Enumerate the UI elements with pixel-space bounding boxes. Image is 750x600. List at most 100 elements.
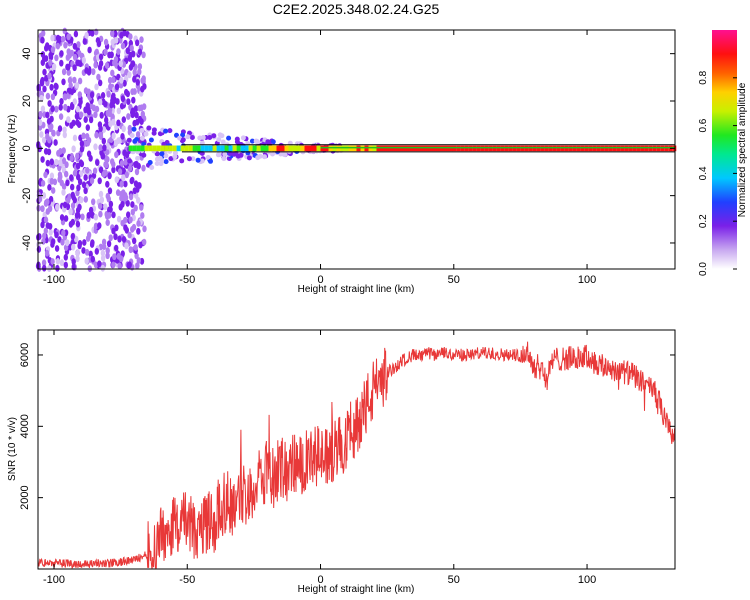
spectrogram-cell <box>130 60 135 68</box>
spectrogram-cell <box>108 200 114 208</box>
spectrogram-cell <box>135 79 140 86</box>
colorbar-gradient <box>712 30 737 269</box>
spectrogram-cell <box>163 159 169 165</box>
spectrogram-cell <box>124 226 129 234</box>
spectrogram-cell <box>107 187 113 195</box>
spectrogram-cell <box>59 259 65 267</box>
spectrogram-cell <box>40 76 45 84</box>
spectrogram-cell <box>151 127 157 133</box>
spectrogram-cell <box>63 261 68 269</box>
spectrogram-cell <box>185 134 191 140</box>
spectrogram-cell <box>50 258 55 265</box>
spectrogram-cell <box>176 145 181 152</box>
spectrogram-cell <box>190 156 196 162</box>
spectrogram-cell <box>85 105 91 113</box>
snr-plot-area <box>38 330 675 569</box>
spectrogram-cell <box>92 167 98 175</box>
spectrogram-cell <box>141 51 146 59</box>
spectrogram-cell <box>116 119 121 127</box>
spectrogram-cell <box>55 258 61 265</box>
spectrogram-cell <box>284 145 289 152</box>
snr-frame <box>37 329 676 570</box>
spectrogram-cell <box>44 44 49 52</box>
spectrogram-cell <box>113 30 118 38</box>
spectrogram-cell <box>104 161 109 169</box>
spectrogram-cell <box>36 83 41 91</box>
spectrogram-cell <box>116 73 121 81</box>
spectrogram-cell <box>133 204 138 212</box>
spectrogram-cell <box>236 145 241 152</box>
spectrogram-cell <box>128 33 133 40</box>
spectrogram-cell <box>128 145 133 152</box>
spectrogram-cell <box>54 245 60 252</box>
spectrogram-cell <box>137 48 143 56</box>
spectrogram-cell <box>147 160 153 165</box>
x-tick-label: 50 <box>448 274 460 286</box>
spectrogram-cell <box>83 116 88 123</box>
spectrogram-cell <box>72 98 78 105</box>
spectrogram-cell <box>132 68 137 76</box>
spectrogram-cell <box>79 160 85 168</box>
spectrogram-cell <box>154 151 160 157</box>
spectrogram-cell <box>205 155 211 160</box>
spectrogram-cell <box>72 196 78 204</box>
spectrogram-cell <box>86 150 92 158</box>
spectrogram-cell <box>89 91 95 99</box>
spectrogram-cell <box>137 104 142 112</box>
spectrogram-cell <box>119 31 124 39</box>
spectrogram-cell <box>49 115 54 123</box>
spectrogram-cell <box>123 180 128 188</box>
spectrogram-cell <box>103 48 108 56</box>
spectrogram-cell <box>256 145 261 152</box>
spectrogram-cell <box>67 76 73 84</box>
spectrogram-cell <box>146 125 152 131</box>
spectrogram-cell <box>100 264 106 272</box>
spectrogram-cell <box>104 62 110 69</box>
spectrogram-cell <box>111 261 116 269</box>
spectrogram-cell <box>93 261 99 269</box>
spectrogram-cell <box>119 160 125 167</box>
spectrogram-cell <box>128 193 134 201</box>
spectrogram-cell <box>112 59 117 67</box>
spectrogram-cell <box>84 257 89 265</box>
spectrogram-cell <box>88 116 94 124</box>
x-tick-label: -50 <box>179 574 195 586</box>
spectrogram-cell <box>76 184 81 192</box>
spectrogram-cell <box>139 204 144 211</box>
spectrogram-cell <box>59 98 64 105</box>
spectrogram-cell <box>45 133 50 140</box>
spectrogram-cell <box>105 247 110 255</box>
spectrogram-cell <box>240 145 245 152</box>
spectrogram-cell <box>276 145 281 152</box>
spectrogram-cell <box>95 159 100 167</box>
spectrogram-cell <box>72 64 77 72</box>
spectrogram-cell <box>122 79 127 87</box>
spectrogram-cell <box>184 145 189 152</box>
spectrogram-cell <box>83 187 88 195</box>
spectrogram-cell <box>78 60 83 68</box>
spectrogram-cell <box>267 141 272 147</box>
spectrogram-cell <box>136 145 141 152</box>
spectrogram-cell <box>160 145 165 152</box>
spectrogram-cell <box>281 151 287 157</box>
spectrogram-cell <box>304 145 309 152</box>
spectrogram-cell <box>61 229 66 237</box>
spectrogram-cell <box>220 145 225 152</box>
spectrogram-cell <box>62 131 67 139</box>
spectrogram-cell <box>130 201 135 208</box>
spectrogram-cell <box>53 139 58 146</box>
spectrogram-cell <box>135 39 140 47</box>
spectrogram-cell <box>71 145 76 153</box>
spectrogram-cell <box>108 120 113 128</box>
spectrogram-cell <box>106 90 111 98</box>
spectrogram-cell <box>262 154 267 160</box>
y-tick-label: -20 <box>21 188 33 204</box>
spectrogram-cell <box>316 145 321 152</box>
spectrogram-cell <box>120 42 126 50</box>
spectrogram-cell <box>159 158 165 164</box>
spectrogram-cell <box>136 257 141 264</box>
spectrogram-cell <box>211 133 217 139</box>
spectrogram-cell <box>100 152 106 160</box>
spectrogram-cell <box>280 145 285 152</box>
spectrogram-cell <box>75 255 80 263</box>
